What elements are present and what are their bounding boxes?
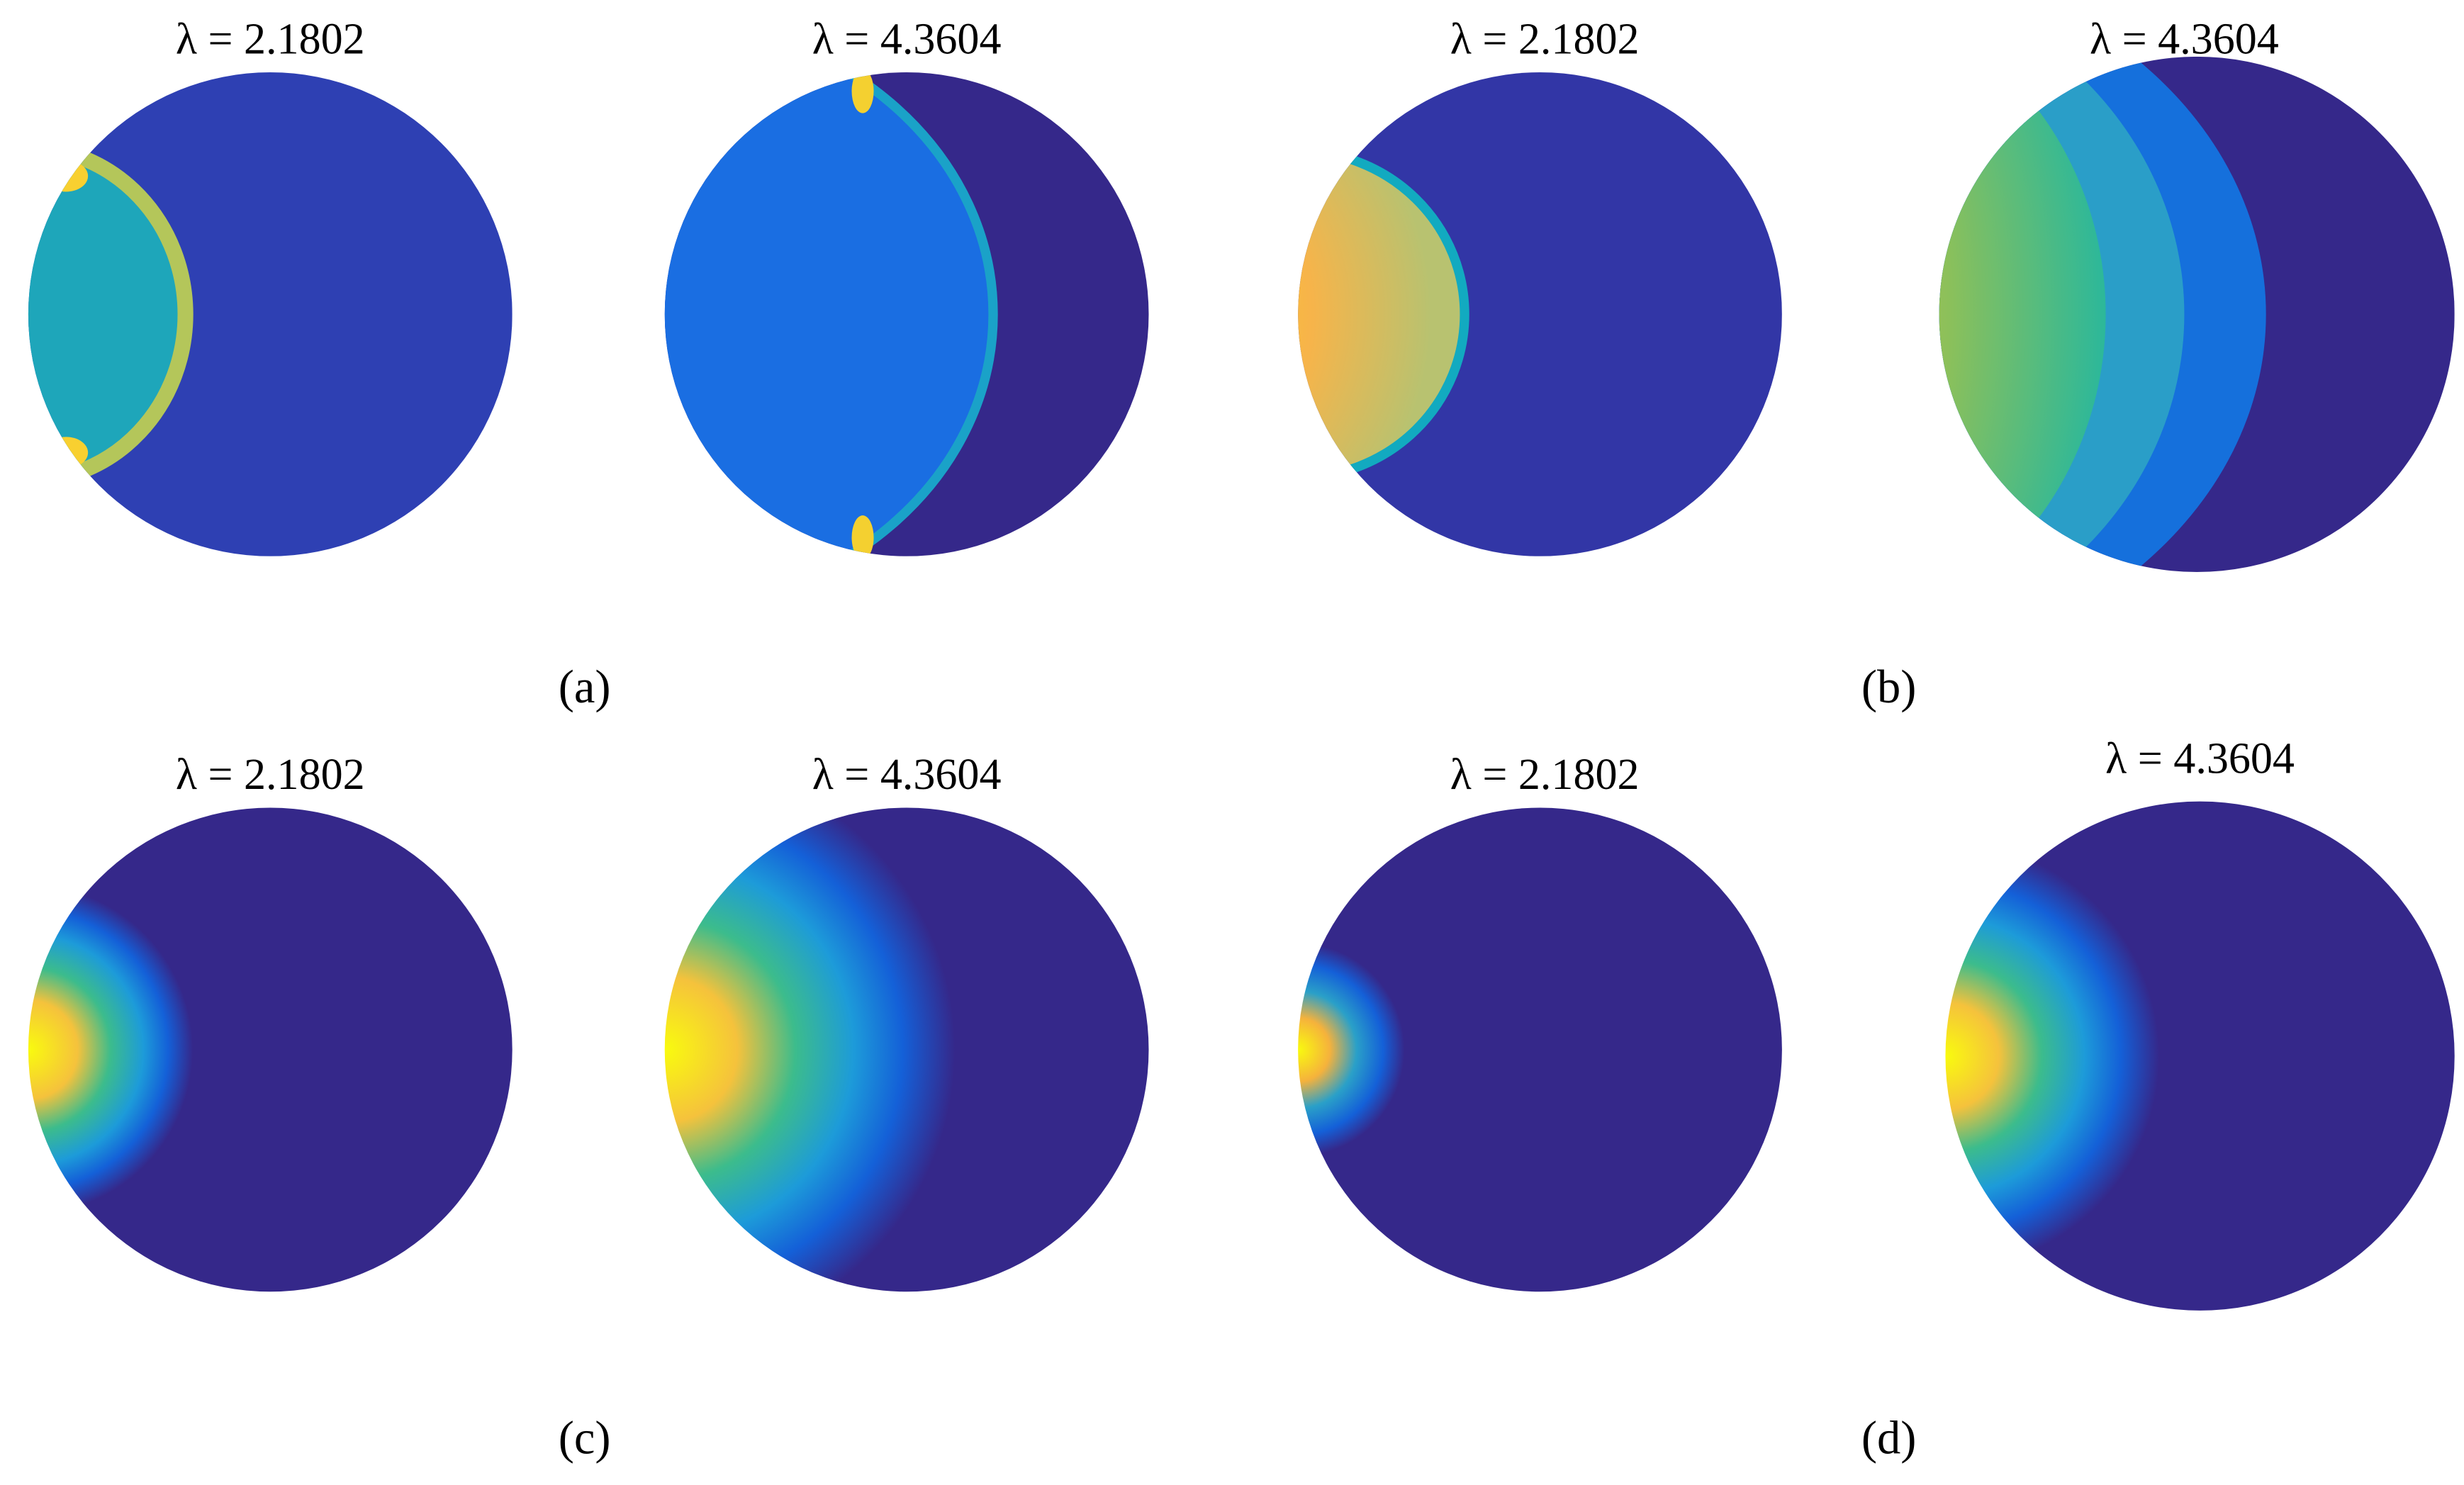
plot-title: λ = 4.3604 [2090, 15, 2279, 63]
panel-label: (c) [559, 1413, 611, 1464]
panel-label: (b) [1861, 661, 1917, 713]
plot-title: λ = 2.1802 [176, 751, 365, 799]
plot-title: λ = 2.1802 [1450, 15, 1640, 63]
plot-title: λ = 4.3604 [812, 751, 1002, 799]
plot-title: λ = 4.3604 [812, 15, 1002, 63]
panel-label: (a) [559, 661, 611, 713]
plot-title: λ = 4.3604 [2105, 735, 2295, 783]
disk-plot [28, 72, 513, 556]
disk-plot [664, 807, 1149, 1292]
plot-title: λ = 2.1802 [1450, 751, 1640, 799]
disk-plot [664, 72, 1149, 556]
panel-label: (d) [1861, 1413, 1917, 1464]
disk-plot [1298, 72, 1782, 556]
disk-plot [1298, 807, 1782, 1292]
disk-plot [1945, 801, 2455, 1311]
disk-plot [28, 807, 513, 1292]
plot-title: λ = 2.1802 [176, 15, 365, 63]
